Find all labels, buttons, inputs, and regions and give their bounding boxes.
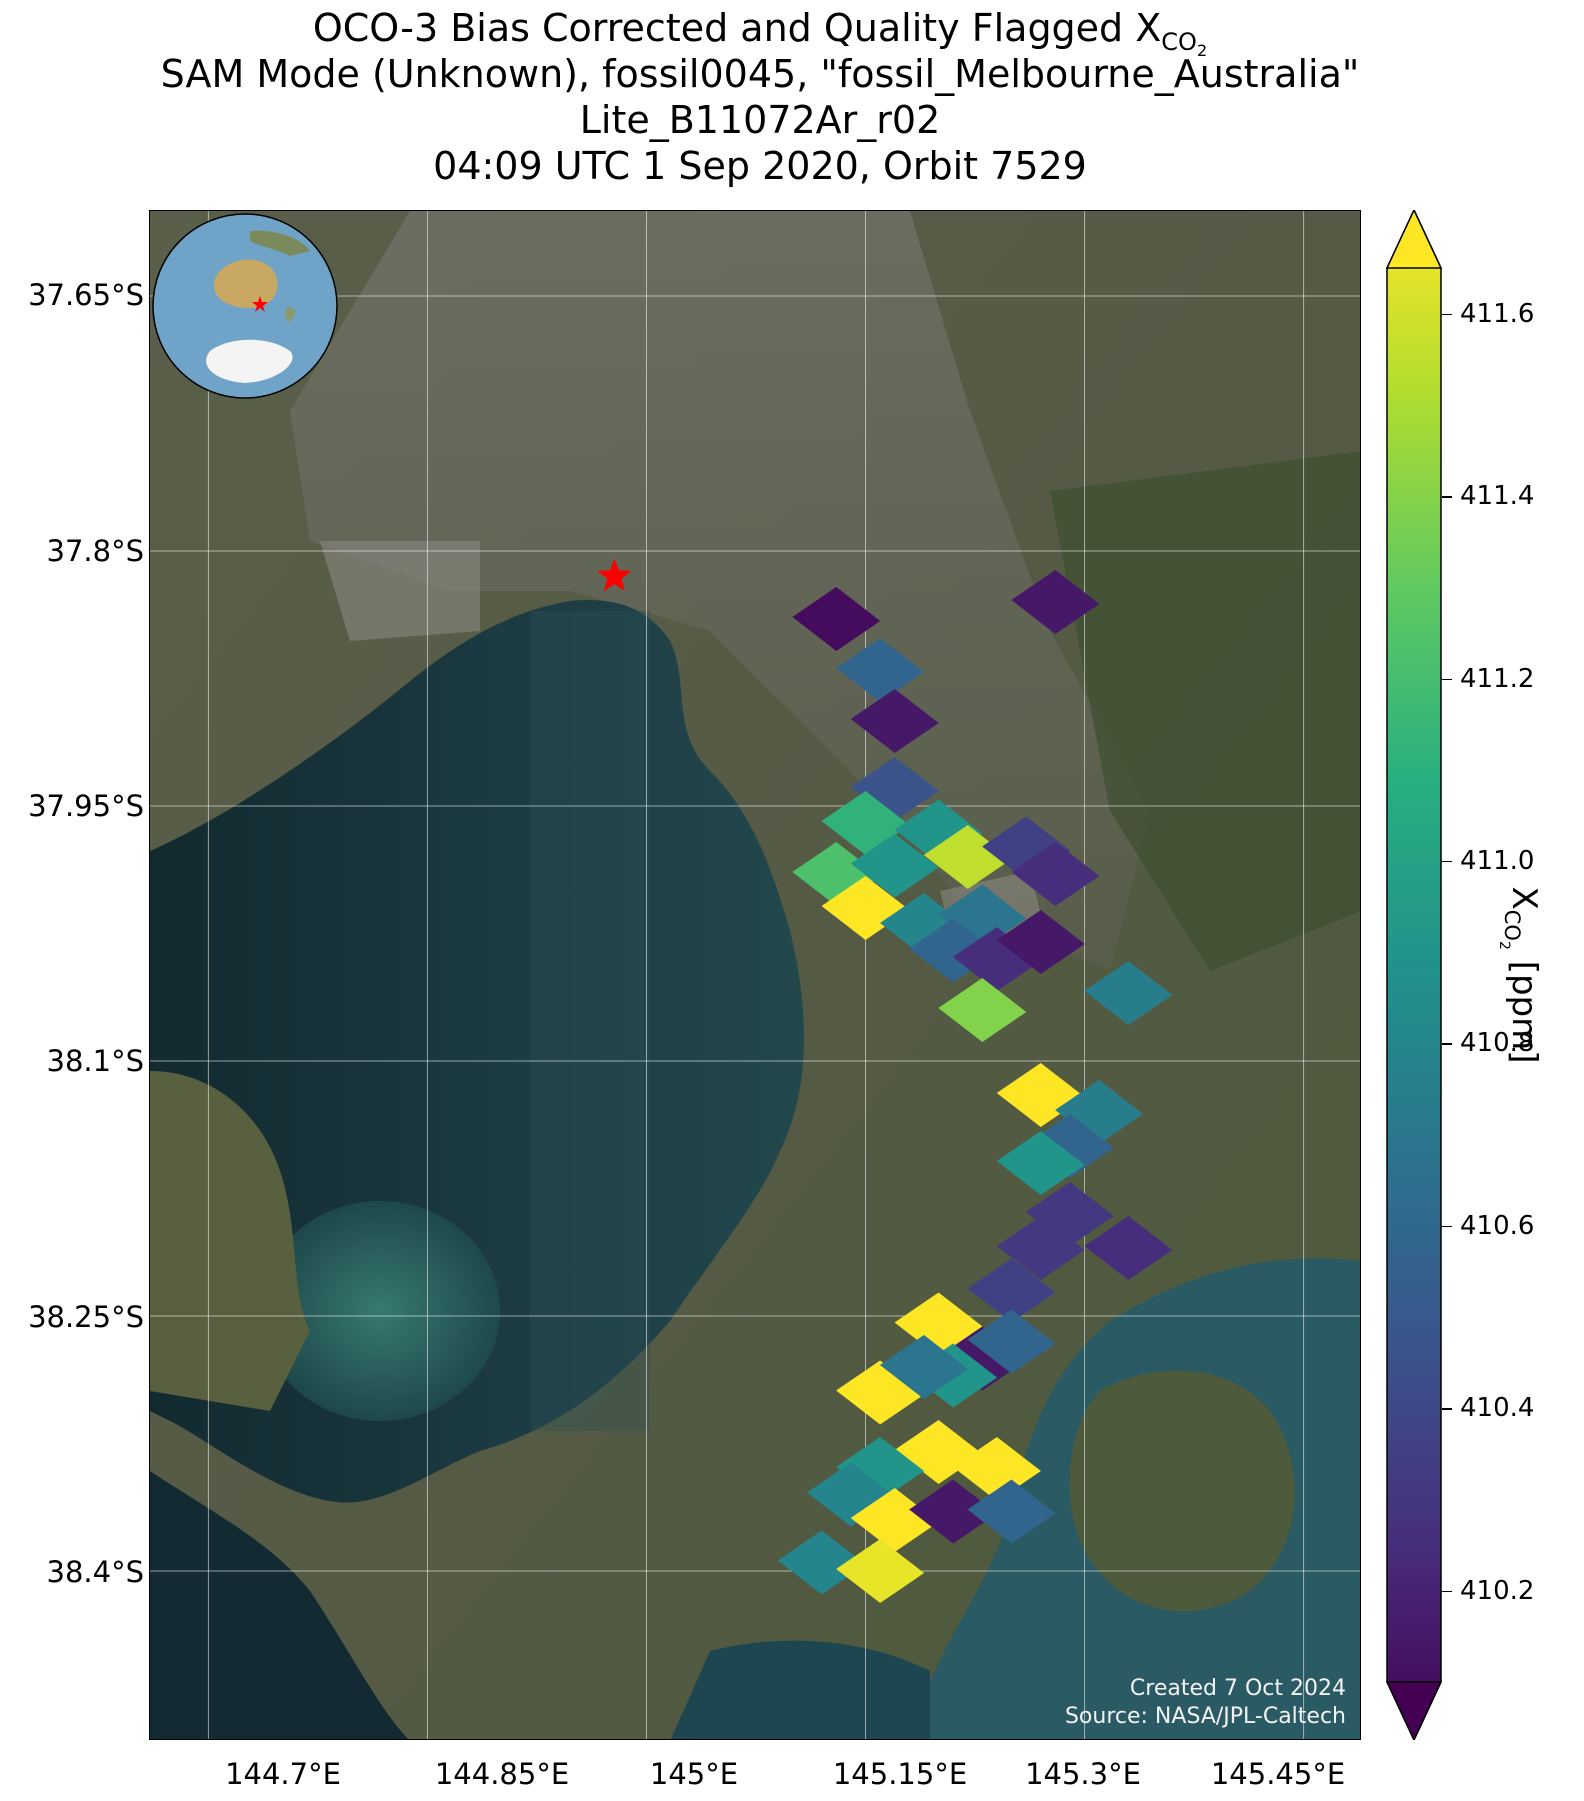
sounding-footprint [909,1479,998,1544]
target-star-icon [597,558,632,592]
sounding-footprint [996,1131,1085,1195]
sounding-footprint [923,825,1012,889]
colorbar-gradient [1386,210,1442,1740]
title-text: OCO-3 Bias Corrected and Quality Flagged… [312,6,1162,50]
colorbar-min-extend [1386,1681,1442,1740]
y-tick-label: 37.95°S [28,789,144,823]
sounding-footprint [879,1335,968,1399]
plot-title-line1: OCO-3 Bias Corrected and Quality Flagged… [0,6,1520,72]
y-tick-label: 38.1°S [46,1044,144,1078]
title-subscript: CO2 [1161,27,1208,60]
colorbar-label: XCO2 [ppm] [1496,886,1544,1064]
imagery-strip [530,611,650,1431]
bellarine-peninsula [150,1071,310,1411]
sounding-layer [777,570,1173,1603]
urban-area [290,211,1150,971]
colorbar-tick-mark [1442,1225,1452,1228]
x-tick-label: 144.7°E [225,1757,341,1791]
colorbar-tick-mark [1442,496,1452,498]
map-canvas [150,211,1360,1739]
sounding-footprint [1084,961,1173,1025]
x-tick-label: 145.3°E [1025,1757,1141,1791]
satellite-map[interactable]: Created 7 Oct 2024 Source: NASA/JPL-Calt… [149,210,1361,1740]
colorbar [1386,210,1442,1740]
sounding-footprint [850,833,939,898]
colorbar-tick-label: 410.2 [1460,1575,1535,1606]
colorbar-tick-mark [1442,1043,1452,1045]
colorbar-tick-label: 411.6 [1460,298,1535,329]
sounding-footprint [967,1258,1056,1323]
x-tick-label: 145°E [649,1757,739,1791]
plot-title-line2: SAM Mode (Unknown), fossil0045, "fossil_… [160,52,1360,96]
colorbar-max-extend [1386,210,1442,269]
sounding-footprint [996,910,1085,974]
mornington-south-water [670,1640,930,1739]
industrial-area [320,541,480,641]
sounding-footprint [952,927,1041,991]
sounding-footprint [1011,842,1100,906]
colorbar-tick-label: 411.0 [1460,845,1535,876]
inset-globe [152,213,338,399]
sounding-footprint [836,1360,925,1425]
y-tick-label: 38.4°S [46,1555,144,1589]
colorbar-tick-label: 411.2 [1460,663,1535,694]
colorbar-tick-label: 410.6 [1460,1210,1535,1241]
credit-source: Source: NASA/JPL-Caltech [1064,1704,1346,1729]
sounding-footprint [952,1437,1041,1501]
bass-strait [150,1471,409,1739]
french-island [1069,1370,1295,1612]
colorbar-tick-label: 410.4 [1460,1393,1535,1424]
sounding-footprint [850,1488,939,1552]
globe-asia [250,230,310,256]
sounding-footprint [850,757,939,821]
plot-title-line3: Lite_B11072Ar_r02 [579,98,941,142]
sounding-footprint [938,884,1027,949]
sounding-footprint [967,1309,1056,1374]
x-tick-label: 145.15°E [832,1757,968,1791]
sounding-footprint [836,1539,925,1603]
sounding-footprint [777,1530,866,1595]
colorbar-tick-mark [1442,860,1452,863]
sounding-footprint [850,689,939,753]
sounding-footprint [967,1479,1056,1544]
y-tick-label: 37.8°S [46,534,144,568]
sounding-footprint [1084,1216,1173,1280]
sounding-footprint [894,1292,983,1357]
globe-new-zealand [284,306,296,323]
colorbar-tick-label: 410.8 [1460,1028,1535,1059]
sounding-footprint [938,1326,1027,1391]
sounding-footprint [836,638,925,702]
y-tick-label: 37.65°S [28,278,144,312]
colorbar-tick-mark [1442,313,1452,316]
globe-antarctica [206,339,293,383]
colorbar-tick-mark [1442,1408,1452,1410]
sounding-footprint [1011,570,1100,634]
y-tick-label: 38.25°S [28,1300,144,1334]
sounding-footprint [1025,1182,1114,1246]
sounding-footprint [836,1437,925,1501]
sounding-footprint [1025,1114,1114,1178]
sounding-footprint [996,1216,1085,1280]
sounding-footprint [792,587,881,651]
sounding-footprint [1055,1080,1144,1144]
x-tick-label: 144.85°E [434,1757,570,1791]
colorbar-tick-label: 411.4 [1460,481,1535,512]
colorbar-tick-mark [1442,1590,1452,1593]
globe-star-icon [252,296,268,312]
globe-australia [214,259,278,309]
credit-created: Created 7 Oct 2024 [1129,1676,1346,1701]
bay-shoals [260,1201,500,1421]
colorbar-tick-mark [1442,678,1452,681]
forest-area [1050,451,1360,971]
graticule [150,211,1360,1739]
x-tick-label: 145.45°E [1210,1757,1346,1791]
sounding-footprint [938,978,1027,1042]
plot-title-line4: 04:09 UTC 1 Sep 2020, Orbit 7529 [433,144,1087,188]
